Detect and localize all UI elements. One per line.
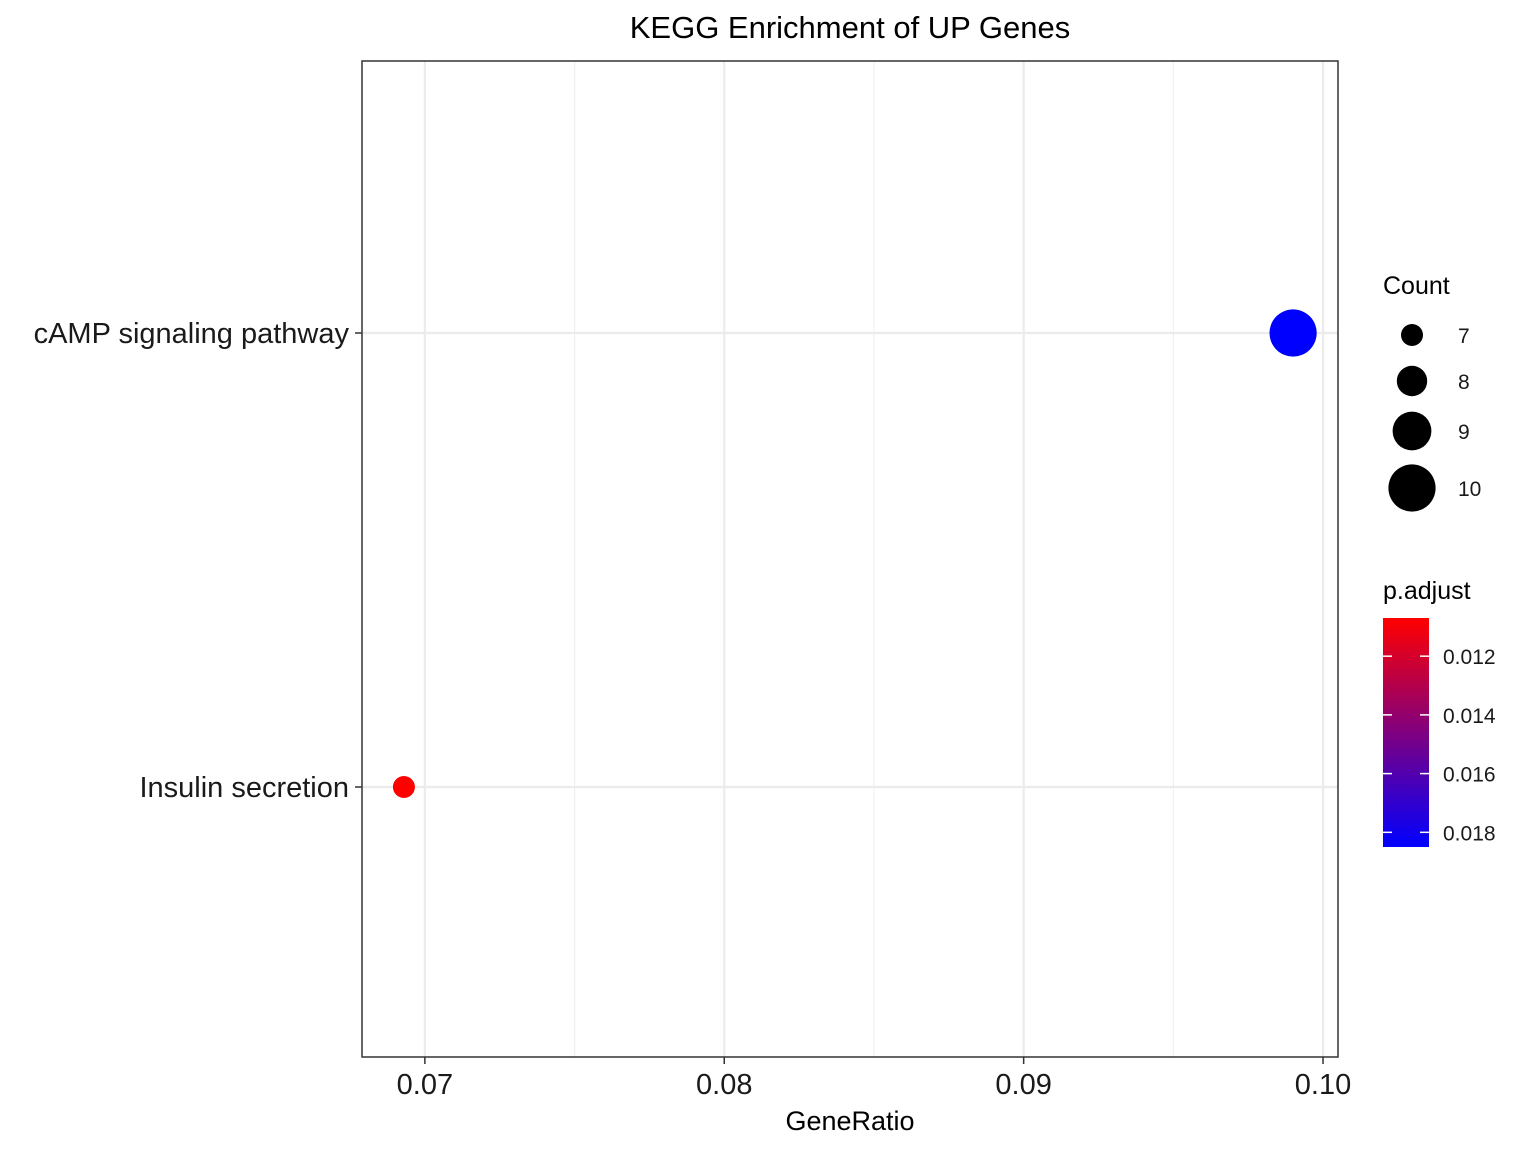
count-legend: Count 7 8 9 10 [1383, 272, 1481, 512]
count-legend-label: 10 [1458, 478, 1481, 501]
count-legend-label: 8 [1458, 371, 1470, 394]
p-adjust-colorbar [1383, 618, 1429, 847]
count-legend-label: 7 [1458, 325, 1470, 348]
x-tick-label: 0.09 [995, 1069, 1051, 1101]
count-legend-title: Count [1383, 272, 1450, 300]
y-tick-label: cAMP signaling pathway [34, 318, 350, 350]
y-axis: cAMP signaling pathway Insulin secretion [34, 318, 362, 804]
y-tick-label: Insulin secretion [139, 772, 349, 804]
x-tick-label: 0.08 [696, 1069, 752, 1101]
count-legend-dot [1392, 411, 1432, 451]
p-adjust-legend-label: 0.014 [1443, 705, 1496, 728]
count-legend-dot [1388, 464, 1436, 512]
data-point [1269, 309, 1317, 357]
plot-border [361, 60, 1339, 1058]
data-point [392, 776, 415, 798]
p-adjust-legend-label: 0.012 [1443, 646, 1496, 669]
x-axis-title: GeneRatio [785, 1106, 914, 1136]
plot-panel [362, 61, 1338, 1057]
x-tick-label: 0.10 [1295, 1069, 1351, 1101]
data-points [392, 309, 1317, 798]
p-adjust-legend-label: 0.018 [1443, 822, 1496, 845]
x-axis: 0.07 0.08 0.09 0.10 [397, 1057, 1351, 1101]
gridlines [362, 61, 1338, 1057]
count-legend-dot [1401, 324, 1423, 346]
p-adjust-legend-label: 0.016 [1443, 764, 1496, 787]
count-legend-label: 9 [1458, 421, 1470, 444]
p-adjust-legend: p.adjust 0.012 0.014 0.016 0.018 [1383, 577, 1496, 847]
x-tick-label: 0.07 [397, 1069, 453, 1101]
p-adjust-legend-title: p.adjust [1383, 577, 1471, 605]
count-legend-dot [1396, 365, 1428, 397]
chart-title: KEGG Enrichment of UP Genes [630, 10, 1071, 45]
